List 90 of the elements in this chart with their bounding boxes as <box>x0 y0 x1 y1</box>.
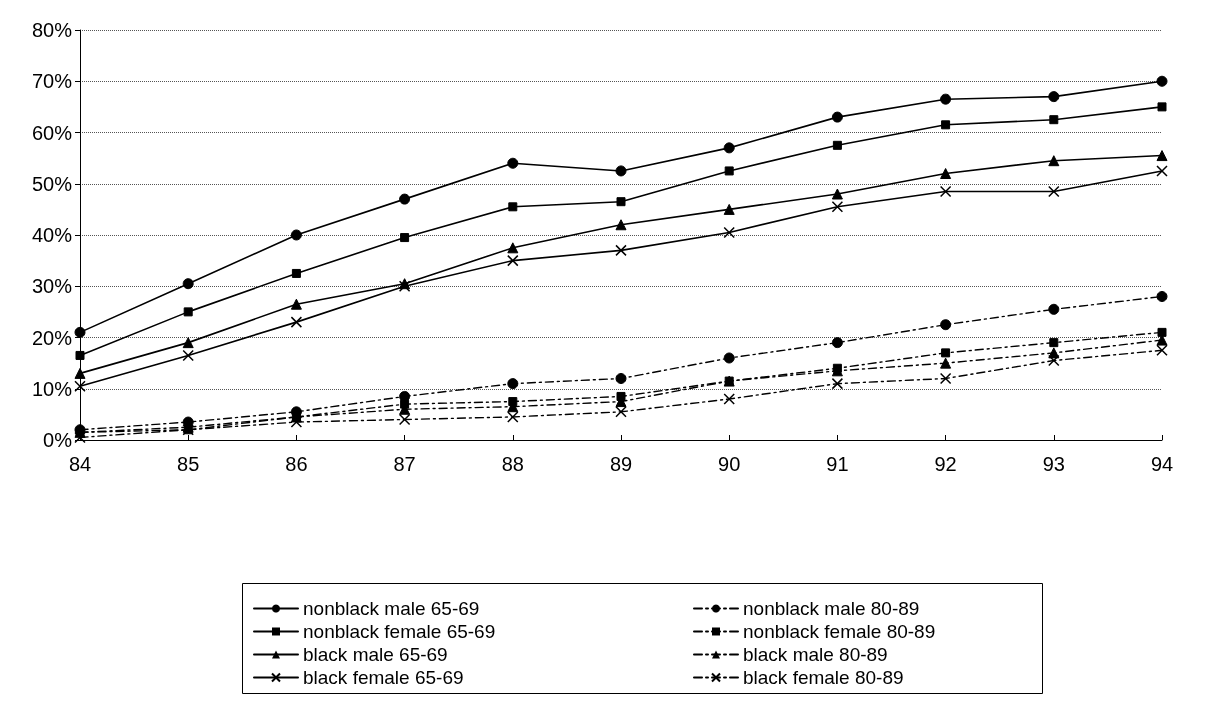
point <box>1157 102 1167 112</box>
point <box>615 219 627 231</box>
point <box>1156 344 1168 357</box>
point <box>1049 115 1059 125</box>
point <box>723 226 735 239</box>
legend-label: nonblack female 80-89 <box>743 621 936 642</box>
x-tick-label: 84 <box>68 453 92 475</box>
point <box>74 326 86 338</box>
point <box>290 229 302 241</box>
point <box>940 319 952 331</box>
y-tick-label: 60% <box>31 121 73 144</box>
point <box>615 406 627 418</box>
point <box>1049 338 1059 348</box>
legend-label: black female 65-69 <box>303 667 464 688</box>
point <box>615 244 627 257</box>
x-tick-label: 92 <box>934 453 957 475</box>
point <box>398 413 411 426</box>
x-tick-label: 85 <box>177 453 200 475</box>
point <box>507 242 519 254</box>
x-tick-label: 87 <box>393 453 416 475</box>
x-tick-label: 91 <box>826 453 849 475</box>
point <box>831 337 843 349</box>
x-tick-label: 89 <box>609 453 633 475</box>
point <box>723 352 735 364</box>
point <box>74 367 86 379</box>
point <box>723 142 735 154</box>
y-tick-label: 20% <box>31 326 73 349</box>
point <box>1157 327 1167 337</box>
y-tick-label: 80% <box>31 19 73 41</box>
y-tick-label: 10% <box>31 377 73 400</box>
legend-label: nonblack male 80-89 <box>743 598 920 619</box>
x-tick-label: 88 <box>501 453 524 475</box>
point <box>940 168 952 179</box>
point <box>831 201 844 213</box>
point <box>399 193 411 205</box>
point <box>291 268 301 278</box>
point <box>507 157 519 169</box>
point <box>507 254 519 267</box>
point <box>1048 155 1060 167</box>
point <box>183 307 193 317</box>
point <box>615 373 627 384</box>
x-tick-label: 86 <box>285 453 308 475</box>
legend-label: nonblack male 65-69 <box>303 598 480 619</box>
point <box>723 203 735 215</box>
y-tick-label: 30% <box>31 275 73 298</box>
point <box>724 166 734 176</box>
legend-label: black female 80-89 <box>743 667 904 688</box>
x-tick-label: 94 <box>1150 453 1174 475</box>
point <box>1048 91 1060 103</box>
y-tick-label: 0% <box>43 429 73 451</box>
point <box>1156 150 1168 162</box>
point <box>400 233 410 243</box>
point <box>508 202 518 212</box>
point <box>616 197 626 207</box>
point <box>182 278 194 290</box>
point <box>182 337 194 349</box>
point <box>832 140 842 150</box>
point <box>831 188 843 200</box>
x-tick-label: 93 <box>1042 453 1065 475</box>
point <box>182 349 194 362</box>
point <box>939 185 952 198</box>
point <box>940 357 952 369</box>
legend-label: nonblack female 65-69 <box>303 621 496 642</box>
point <box>941 348 951 358</box>
point <box>1048 185 1060 198</box>
y-tick-label: 70% <box>31 70 73 93</box>
point <box>831 111 843 123</box>
y-tick-label: 40% <box>31 224 73 246</box>
point <box>75 350 85 360</box>
point <box>1048 354 1060 367</box>
point <box>939 372 952 385</box>
point <box>290 316 303 328</box>
x-tick-label: 90 <box>718 453 741 475</box>
point <box>1156 291 1168 302</box>
point <box>1156 165 1168 177</box>
point <box>940 93 952 105</box>
legend-label: black male 65-69 <box>303 644 448 665</box>
y-tick-label: 50% <box>31 172 73 195</box>
point <box>1156 75 1168 87</box>
point <box>290 416 303 428</box>
point <box>1048 303 1060 315</box>
point <box>74 380 86 392</box>
point <box>507 411 519 423</box>
point <box>507 378 519 390</box>
point <box>723 393 735 405</box>
legend-label: black male 80-89 <box>743 644 888 665</box>
point <box>615 165 627 177</box>
point <box>941 120 951 130</box>
point <box>290 298 302 310</box>
point <box>831 377 844 390</box>
